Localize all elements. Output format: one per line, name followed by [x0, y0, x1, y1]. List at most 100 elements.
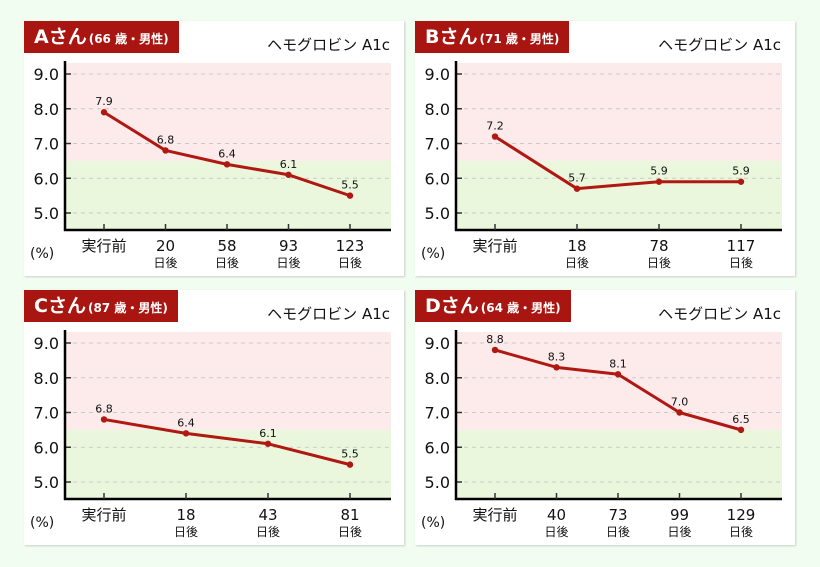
- y-tick-label: 6.0: [34, 169, 59, 188]
- patient-header: Aさん (66 歳・男性): [24, 21, 179, 53]
- series-line: [103, 417, 351, 467]
- data-label: 8.1: [609, 357, 627, 370]
- patient-info: (64 歳・男性): [480, 301, 561, 315]
- chart-panel-d: Dさん (64 歳・男性) ヘモグロビン A1c (%) 9.0 8.0 7.0 6.…: [415, 290, 795, 545]
- y-tick-label: 9.0: [425, 334, 450, 353]
- x-tick-label: 実行前: [472, 237, 517, 255]
- data-label: 6.1: [259, 427, 277, 440]
- chart-title: ヘモグロビン A1c: [267, 305, 390, 323]
- x-tick-sublabel: 日後: [215, 256, 239, 270]
- x-tick-sublabel: 日後: [565, 256, 589, 270]
- x-tick-label: 58: [217, 237, 236, 255]
- y-tick-label: 8.0: [34, 369, 59, 388]
- x-tick-label: 99: [670, 506, 689, 524]
- y-tick-label: 8.0: [34, 100, 59, 119]
- data-label: 7.2: [486, 120, 504, 133]
- data-label: 5.5: [341, 179, 359, 192]
- high-zone-band: [456, 332, 782, 430]
- data-point: [100, 109, 108, 116]
- y-unit-label: (%): [30, 246, 55, 262]
- data-label: 5.9: [650, 165, 668, 178]
- data-label: 6.8: [95, 402, 113, 415]
- high-zone-band: [65, 63, 391, 161]
- patient-header: Dさん (64 歳・男性): [415, 290, 571, 322]
- x-tick-sublabel: 日後: [729, 525, 753, 539]
- patient-info: (87 歳・男性): [87, 301, 168, 315]
- target-zone-band: [456, 160, 782, 230]
- x-tick-sublabel: 日後: [276, 256, 300, 270]
- data-label: 6.4: [218, 147, 236, 160]
- x-tick-sublabel: 日後: [667, 525, 691, 539]
- chart-title: ヘモグロビン A1c: [267, 36, 390, 54]
- chart-title: ヘモグロビン A1c: [658, 36, 781, 54]
- patient-name: Bさん: [425, 26, 478, 48]
- x-tick-label: 実行前: [81, 506, 126, 524]
- y-tick-label: 9.0: [34, 65, 59, 84]
- data-point: [676, 409, 683, 416]
- x-tick-sublabel: 日後: [338, 525, 362, 539]
- y-tick-label: 7.0: [34, 135, 59, 154]
- y-unit-label: (%): [30, 515, 55, 531]
- data-label: 6.4: [177, 416, 195, 429]
- data-label: 6.5: [732, 413, 750, 426]
- x-tick-label: 93: [279, 237, 298, 255]
- data-point: [346, 461, 354, 468]
- data-point: [491, 346, 499, 354]
- y-tick-label: 6.0: [425, 438, 450, 457]
- data-point: [573, 185, 581, 192]
- chart-title: ヘモグロビン A1c: [658, 305, 781, 323]
- patient-name: Dさん: [425, 295, 479, 317]
- y-tick-label: 6.0: [34, 438, 59, 457]
- x-tick-label: 20: [156, 237, 175, 255]
- x-tick-label: 18: [176, 506, 195, 524]
- target-zone-band: [65, 160, 391, 230]
- high-zone-band: [456, 63, 782, 161]
- data-label: 7.9: [95, 95, 113, 108]
- patient-header: Bさん (71 歳・男性): [415, 21, 570, 53]
- y-tick-label: 8.0: [425, 369, 450, 388]
- y-unit-label: (%): [421, 515, 446, 531]
- y-tick-label: 9.0: [34, 334, 59, 353]
- x-tick-sublabel: 日後: [338, 256, 362, 270]
- data-point: [182, 430, 190, 437]
- patient-name: Cさん: [34, 295, 86, 317]
- x-tick-label: 18: [567, 237, 586, 255]
- x-tick-label: 117: [727, 237, 756, 255]
- y-tick-label: 5.0: [34, 204, 59, 223]
- data-point: [737, 178, 745, 185]
- x-tick-label: 73: [608, 506, 627, 524]
- y-tick-label: 7.0: [34, 404, 59, 423]
- data-point: [100, 416, 108, 423]
- y-unit-label: (%): [421, 246, 446, 262]
- y-tick-label: 7.0: [425, 135, 450, 154]
- x-tick-sublabel: 日後: [153, 256, 177, 270]
- data-label: 6.1: [280, 158, 298, 171]
- x-tick-label: 129: [727, 506, 756, 524]
- data-point: [264, 440, 272, 447]
- data-label: 7.0: [671, 396, 689, 409]
- x-tick-label: 40: [547, 506, 566, 524]
- y-tick-label: 8.0: [425, 100, 450, 119]
- y-tick-label: 7.0: [425, 404, 450, 423]
- y-tick-label: 5.0: [425, 473, 450, 492]
- patient-name: Aさん: [34, 26, 87, 48]
- patient-header: Cさん (87 歳・男性): [24, 290, 178, 322]
- y-tick-label: 5.0: [425, 204, 450, 223]
- data-point: [491, 133, 499, 140]
- y-tick-label: 6.0: [425, 169, 450, 188]
- data-label: 5.7: [568, 172, 586, 185]
- target-zone-band: [456, 429, 782, 499]
- x-tick-sublabel: 日後: [729, 256, 753, 270]
- data-label: 8.8: [486, 333, 504, 346]
- series-line: [494, 135, 741, 191]
- x-tick-label: 78: [649, 237, 668, 255]
- data-label: 5.5: [341, 448, 359, 461]
- x-tick-sublabel: 日後: [544, 525, 568, 539]
- data-point: [737, 426, 745, 434]
- data-label: 5.9: [732, 165, 750, 178]
- x-tick-label: 実行前: [472, 506, 517, 524]
